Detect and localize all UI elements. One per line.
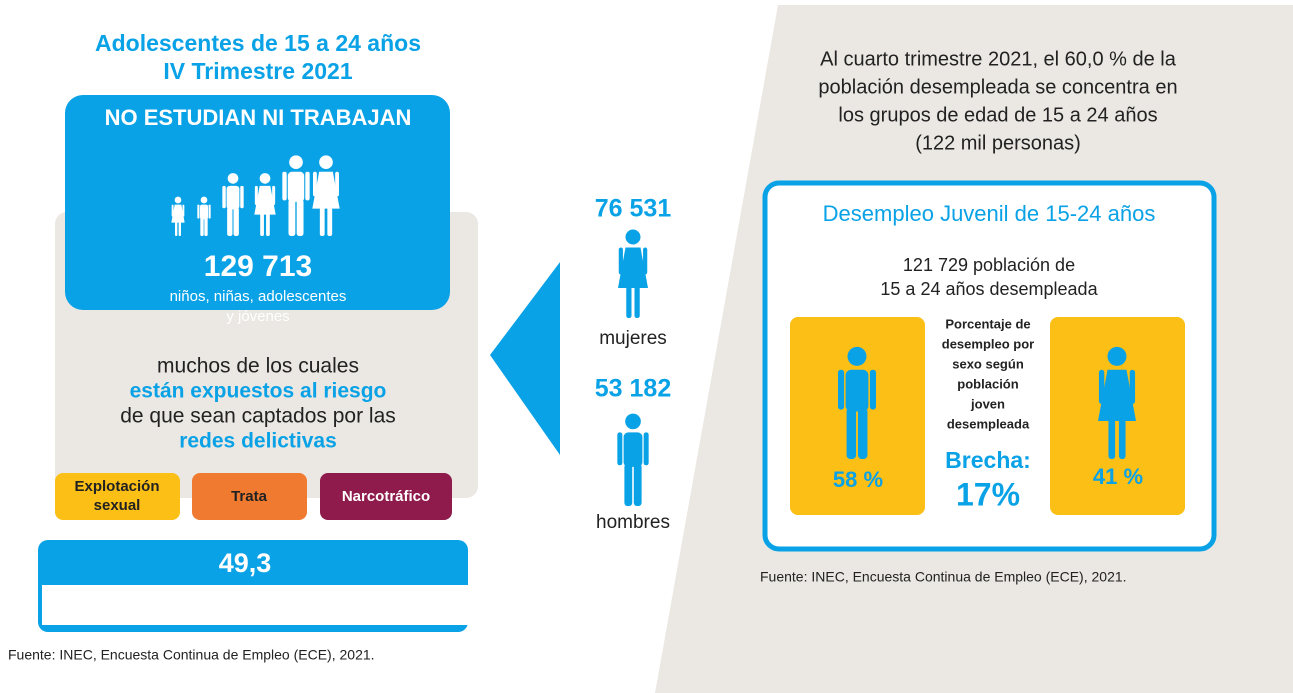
men-value: 53 182 xyxy=(595,375,671,403)
intro: población desempleada se concentra en xyxy=(818,76,1177,98)
women-pct: 41 % xyxy=(1093,464,1143,489)
gap-value: 17% xyxy=(956,476,1020,512)
intro: (122 mil personas) xyxy=(915,132,1081,154)
count: 129 713 xyxy=(204,250,312,283)
tag-label: Narcotráfico xyxy=(342,488,430,505)
title: Adolescentes de 15 a 24 años xyxy=(95,30,421,56)
gap-label: Brecha: xyxy=(945,447,1031,473)
source: Fuente: INEC, Encuesta Continua de Emple… xyxy=(760,569,1127,585)
men-label: hombres xyxy=(596,512,670,533)
women-value: 76 531 xyxy=(595,195,672,223)
men-pct: 58 % xyxy=(833,467,883,492)
box-title: Desempleo Juvenil de 15-24 años xyxy=(823,201,1156,226)
bottom-box-fill xyxy=(42,585,468,625)
note: desempleada xyxy=(947,416,1030,431)
risk-text: muchos de los cuales xyxy=(157,355,359,378)
intro: los grupos de edad de 15 a 24 años xyxy=(838,104,1157,126)
risk-text: están expuestos al riesgo xyxy=(130,380,387,403)
title: IV Trimestre 2021 xyxy=(163,58,352,84)
tag xyxy=(192,473,307,520)
tag-label: sexual xyxy=(94,497,141,514)
summary: 15 a 24 años desempleada xyxy=(880,279,1098,299)
count-caption: y jóvenes xyxy=(226,308,289,325)
note: Porcentaje de xyxy=(945,316,1030,331)
man-icon xyxy=(617,413,649,506)
risk-text: de que sean captados por las xyxy=(120,405,396,428)
tag xyxy=(55,473,180,520)
women-label: mujeres xyxy=(599,328,667,349)
tag xyxy=(320,473,452,520)
tag-label: Explotación xyxy=(74,478,159,495)
note: sexo según xyxy=(952,356,1024,371)
risk-text: redes delictivas xyxy=(179,430,337,453)
note: población xyxy=(957,376,1018,391)
source: Fuente: INEC, Encuesta Continua de Emple… xyxy=(8,647,375,663)
intro: Al cuarto trimestre 2021, el 60,0 % de l… xyxy=(820,48,1177,70)
note: joven xyxy=(970,396,1005,411)
note: desempleo por xyxy=(942,336,1034,351)
men-panel xyxy=(790,317,925,515)
box-heading: NO ESTUDIAN NI TRABAJAN xyxy=(105,105,412,130)
woman-icon xyxy=(618,229,648,318)
tag-label: Trata xyxy=(231,488,268,505)
arrow xyxy=(490,262,560,455)
summary: 121 729 población de xyxy=(903,255,1075,275)
bottom-value: 49,3 xyxy=(219,548,272,578)
count-caption: niños, niñas, adolescentes xyxy=(170,288,347,305)
